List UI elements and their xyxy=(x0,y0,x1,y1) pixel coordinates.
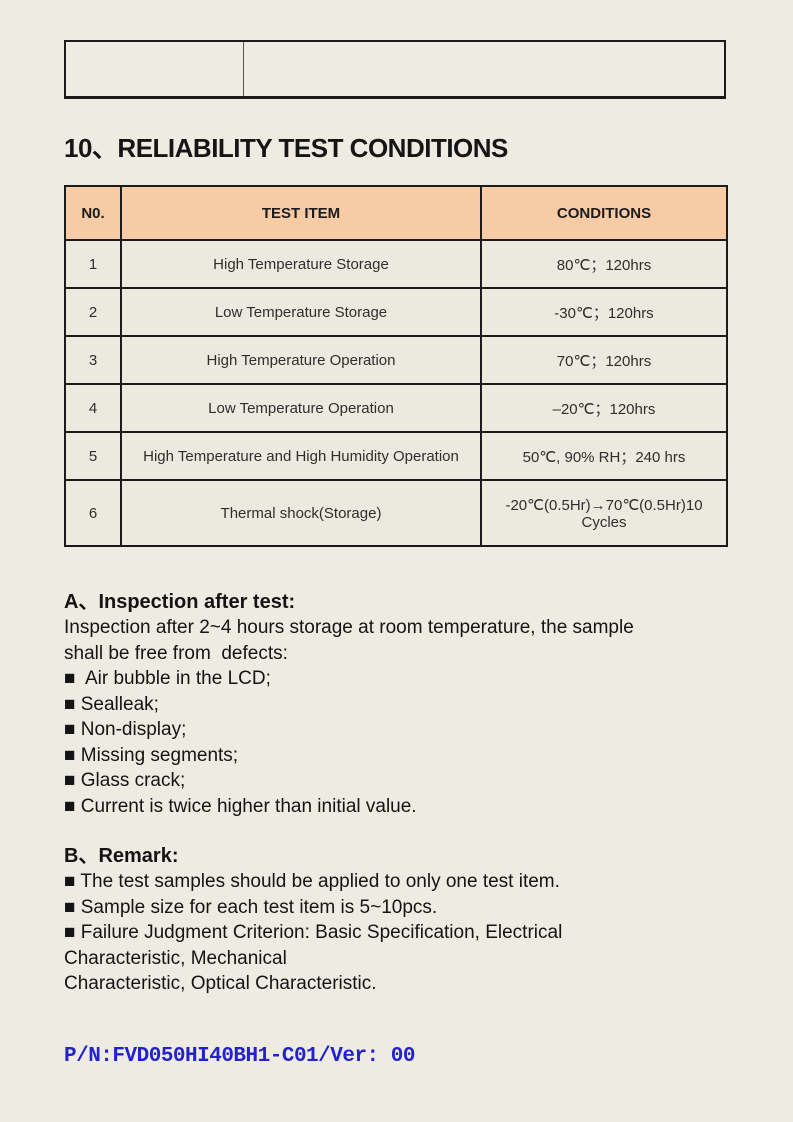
cell-conditions: -30℃；120hrs xyxy=(480,287,728,337)
section-a-intro-line: Inspection after 2~4 hours storage at ro… xyxy=(64,617,634,638)
bullet-item: ■ Missing segments; xyxy=(64,744,239,766)
bullet-item: ■ The test samples should be applied to … xyxy=(64,871,560,892)
reliability-test-table: N0. TEST ITEM CONDITIONS 1 High Temperat… xyxy=(64,185,728,547)
cell-test-item: Thermal shock(Storage) xyxy=(120,479,482,547)
cell-conditions: 70℃；120hrs xyxy=(480,335,728,385)
cell-test-item: High Temperature Operation xyxy=(120,335,482,385)
table-row: 4 Low Temperature Operation –20℃；120hrs xyxy=(64,383,728,433)
bullet-item: ■ Air bubble in the LCD; xyxy=(64,668,271,689)
header-box-left-cell xyxy=(66,42,244,96)
cell-test-item: High Temperature Storage xyxy=(120,239,482,289)
section-b-heading: B、Remark: xyxy=(64,845,179,867)
bullet-item: ■ Glass crack; xyxy=(64,770,186,791)
section-a-heading: A、Inspection after test: xyxy=(64,591,296,613)
cell-conditions: 50℃, 90% RH；240 hrs xyxy=(480,431,728,481)
cell-test-item: Low Temperature Storage xyxy=(120,287,482,337)
cell-test-item: Low Temperature Operation xyxy=(120,383,482,433)
cell-no: 2 xyxy=(64,287,122,337)
cell-no: 6 xyxy=(64,479,122,547)
cell-conditions: -20℃(0.5Hr)→70℃(0.5Hr)10 Cycles xyxy=(480,479,728,547)
cell-no: 1 xyxy=(64,239,122,289)
bullet-item: ■ Failure Judgment Criterion: Basic Spec… xyxy=(64,922,563,943)
section-a-intro-line: shall be free from defects: xyxy=(64,642,288,664)
header-box xyxy=(64,40,726,99)
cell-no: 5 xyxy=(64,431,122,481)
section-remark: B、Remark: ■ The test samples should be a… xyxy=(64,843,727,997)
bullet-item: ■ Non-display; xyxy=(64,719,187,740)
bullet-continuation-line: Characteristic, Optical Characteristic. xyxy=(64,973,377,994)
section-inspection-after-test: A、Inspection after test: Inspection afte… xyxy=(64,589,727,819)
bullet-continuation-line: Characteristic, Mechanical xyxy=(64,947,287,969)
page-title: 10、RELIABILITY TEST CONDITIONS xyxy=(64,133,508,163)
table-row: 2 Low Temperature Storage -30℃；120hrs xyxy=(64,287,728,337)
column-header-conditions: CONDITIONS xyxy=(480,185,728,241)
cell-conditions: –20℃；120hrs xyxy=(480,383,728,433)
column-header-no: N0. xyxy=(64,185,122,241)
table-row: 3 High Temperature Operation 70℃；120hrs xyxy=(64,335,728,385)
bullet-item: ■ Current is twice higher than initial v… xyxy=(64,795,417,817)
header-box-right-cell xyxy=(244,42,724,96)
bullet-item: ■ Sample size for each test item is 5~10… xyxy=(64,896,438,918)
bullet-item: ■ Sealleak; xyxy=(64,693,159,715)
part-number-footer: P/N:FVD050HI40BH1-C01/Ver: 00 xyxy=(64,1044,415,1068)
table-row: 6 Thermal shock(Storage) -20℃(0.5Hr)→70℃… xyxy=(64,479,728,547)
cell-conditions: 80℃；120hrs xyxy=(480,239,728,289)
column-header-test-item: TEST ITEM xyxy=(120,185,482,241)
table-header-row: N0. TEST ITEM CONDITIONS xyxy=(64,185,728,241)
cell-no: 4 xyxy=(64,383,122,433)
cell-test-item: High Temperature and High Humidity Opera… xyxy=(120,431,482,481)
table-row: 5 High Temperature and High Humidity Ope… xyxy=(64,431,728,481)
cell-no: 3 xyxy=(64,335,122,385)
table-row: 1 High Temperature Storage 80℃；120hrs xyxy=(64,239,728,289)
